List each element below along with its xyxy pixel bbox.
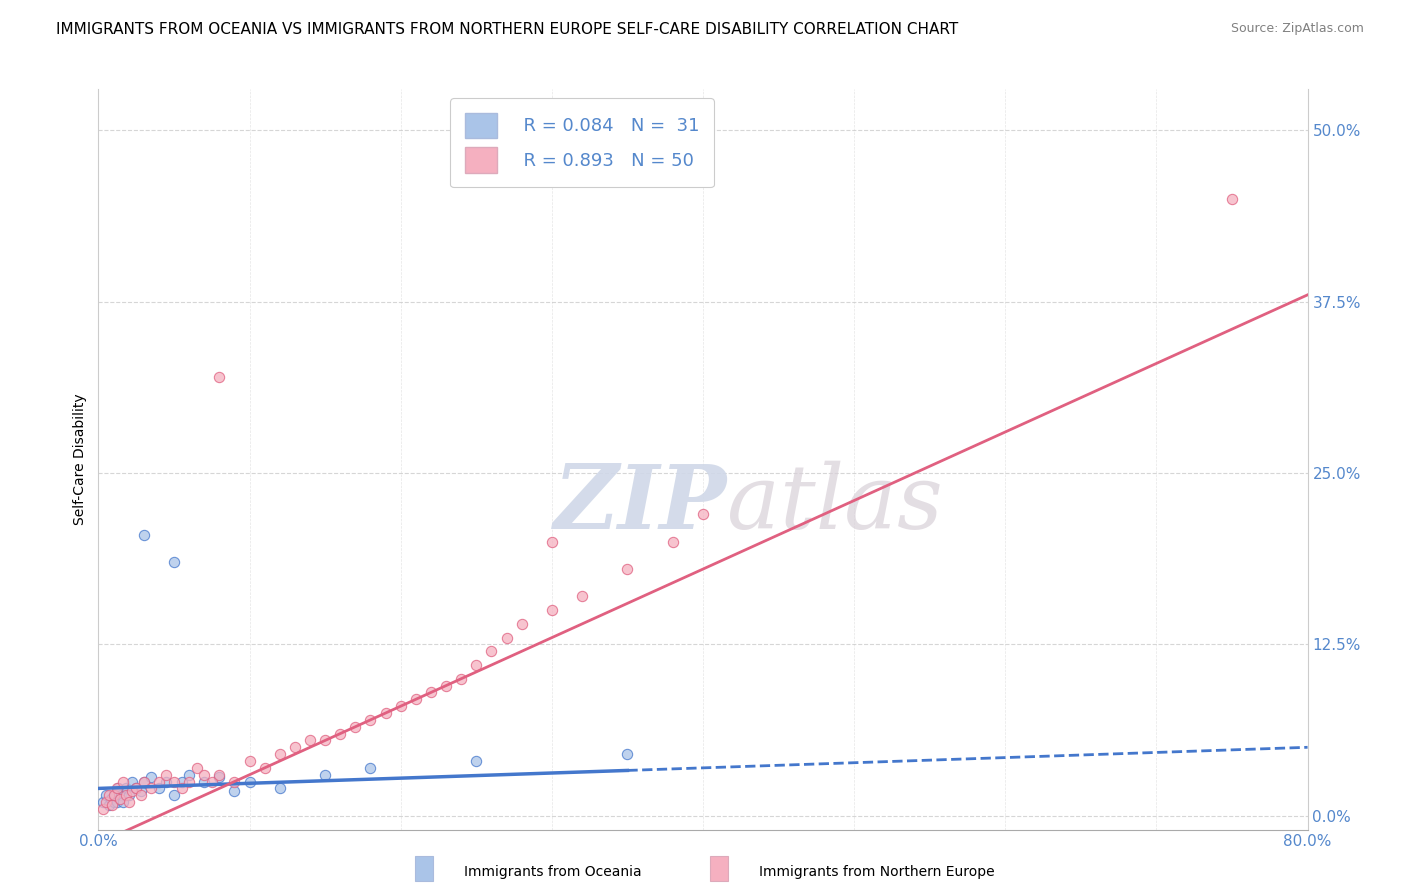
Point bbox=[94, 789, 117, 803]
Point bbox=[344, 720, 367, 734]
Point bbox=[111, 774, 134, 789]
Point bbox=[129, 789, 152, 803]
Point bbox=[170, 781, 193, 796]
Point bbox=[104, 789, 127, 803]
Point bbox=[91, 802, 114, 816]
Point bbox=[510, 616, 533, 631]
Point bbox=[163, 774, 186, 789]
Point bbox=[465, 754, 488, 768]
Point bbox=[108, 792, 131, 806]
Point bbox=[616, 747, 638, 761]
Point bbox=[540, 534, 562, 549]
Point bbox=[148, 774, 170, 789]
Point bbox=[360, 713, 382, 727]
Text: atlas: atlas bbox=[727, 460, 943, 547]
Point bbox=[103, 795, 125, 809]
Point bbox=[155, 768, 177, 782]
Point bbox=[179, 768, 201, 782]
Point bbox=[208, 768, 231, 782]
Point bbox=[101, 797, 124, 812]
Point bbox=[389, 699, 412, 714]
Text: ZIP: ZIP bbox=[554, 460, 727, 547]
Point bbox=[269, 781, 291, 796]
Point bbox=[98, 797, 121, 812]
Point bbox=[420, 685, 443, 699]
Point bbox=[434, 679, 457, 693]
Point bbox=[94, 795, 117, 809]
Point bbox=[114, 781, 136, 796]
Point bbox=[170, 774, 193, 789]
Point bbox=[314, 733, 336, 747]
Point bbox=[132, 528, 155, 542]
Point bbox=[616, 562, 638, 576]
Point bbox=[374, 706, 396, 720]
Point bbox=[103, 789, 125, 803]
Point bbox=[111, 795, 134, 809]
Point bbox=[114, 789, 136, 803]
Point bbox=[208, 370, 231, 384]
Point bbox=[100, 792, 122, 806]
Point bbox=[299, 733, 322, 747]
Point bbox=[141, 781, 163, 796]
Point bbox=[208, 771, 231, 785]
Point bbox=[98, 789, 121, 803]
Point bbox=[465, 658, 488, 673]
Point bbox=[179, 774, 201, 789]
Point bbox=[495, 631, 517, 645]
Point bbox=[163, 555, 186, 569]
Point bbox=[692, 507, 714, 521]
Point bbox=[155, 774, 177, 789]
Point bbox=[239, 774, 262, 789]
Point bbox=[121, 774, 143, 789]
Point bbox=[201, 774, 224, 789]
Point bbox=[105, 795, 128, 809]
Legend:   R = 0.084   N =  31,   R = 0.893   N = 50: R = 0.084 N = 31, R = 0.893 N = 50 bbox=[450, 98, 714, 187]
Point bbox=[132, 774, 155, 789]
Text: IMMIGRANTS FROM OCEANIA VS IMMIGRANTS FROM NORTHERN EUROPE SELF-CARE DISABILITY : IMMIGRANTS FROM OCEANIA VS IMMIGRANTS FR… bbox=[56, 22, 959, 37]
Point bbox=[193, 774, 215, 789]
Point bbox=[132, 774, 155, 789]
Point bbox=[141, 771, 163, 785]
Point bbox=[121, 784, 143, 798]
Point bbox=[284, 740, 307, 755]
Point bbox=[253, 761, 276, 775]
Text: Source: ZipAtlas.com: Source: ZipAtlas.com bbox=[1230, 22, 1364, 36]
Point bbox=[91, 795, 114, 809]
Point bbox=[314, 768, 336, 782]
Point bbox=[661, 534, 683, 549]
Point bbox=[193, 768, 215, 782]
Point bbox=[269, 747, 291, 761]
Point bbox=[360, 761, 382, 775]
Point bbox=[224, 774, 246, 789]
Point bbox=[118, 795, 141, 809]
Point bbox=[540, 603, 562, 617]
Y-axis label: Self-Care Disability: Self-Care Disability bbox=[73, 393, 87, 525]
Point bbox=[405, 692, 427, 706]
Point bbox=[125, 781, 148, 796]
Point bbox=[224, 784, 246, 798]
Point bbox=[118, 789, 141, 803]
Point bbox=[125, 781, 148, 796]
Point bbox=[110, 789, 132, 803]
Point bbox=[129, 784, 152, 798]
Point bbox=[148, 781, 170, 796]
Point bbox=[481, 644, 503, 658]
Point bbox=[450, 672, 472, 686]
Point bbox=[571, 590, 593, 604]
Point bbox=[163, 789, 186, 803]
Point bbox=[186, 761, 208, 775]
Point bbox=[105, 781, 128, 796]
Text: Immigrants from Oceania: Immigrants from Oceania bbox=[464, 864, 641, 879]
Point bbox=[329, 726, 352, 740]
Point bbox=[239, 754, 262, 768]
Point bbox=[1220, 192, 1243, 206]
Text: Immigrants from Northern Europe: Immigrants from Northern Europe bbox=[759, 864, 995, 879]
Point bbox=[107, 781, 129, 796]
